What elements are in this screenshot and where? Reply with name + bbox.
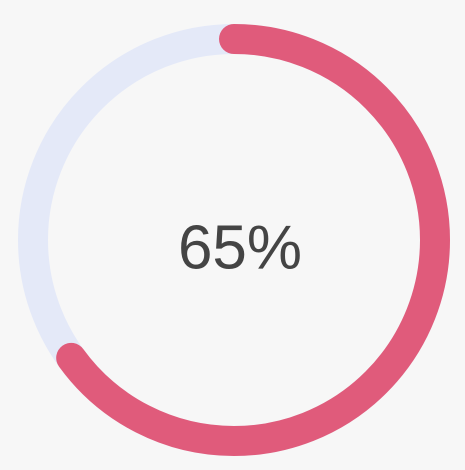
progress-label: 65% xyxy=(178,213,302,282)
progress-arc xyxy=(18,24,450,456)
